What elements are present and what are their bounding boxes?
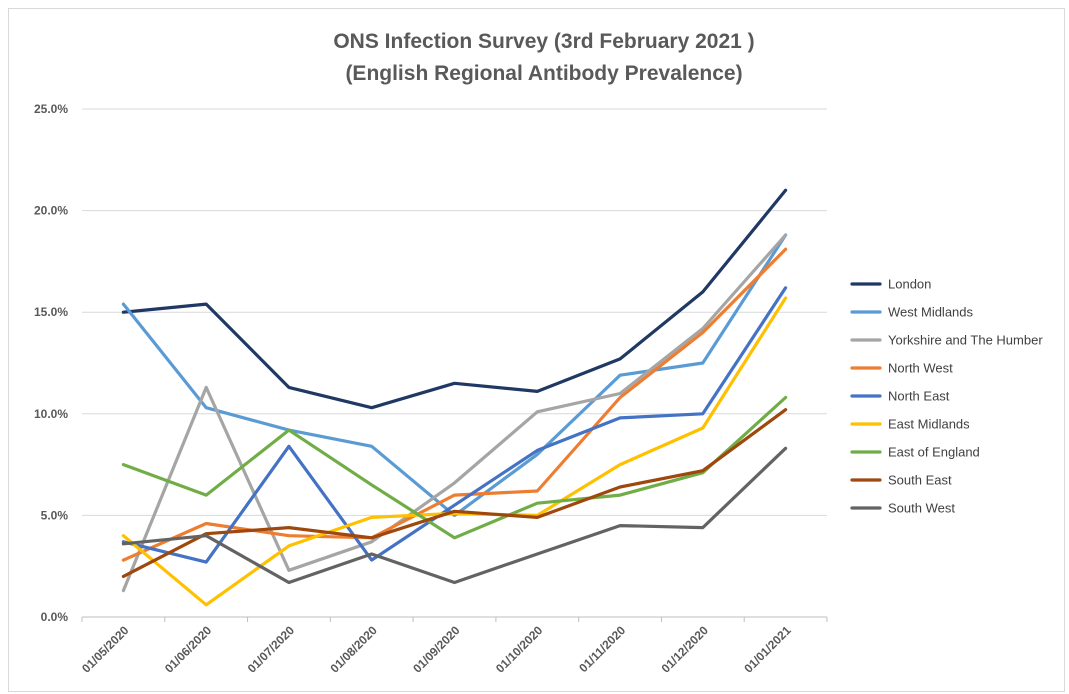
legend-item-london: London	[850, 277, 931, 292]
legend-item-south-east: South East	[850, 473, 952, 488]
legend-item-east-of-england: East of England	[850, 445, 980, 460]
series-line-south-west	[121, 446, 788, 585]
y-tick-label: 25.0%	[34, 102, 68, 116]
legend-label: East of England	[888, 445, 980, 460]
legend-label: East Midlands	[888, 417, 970, 432]
legend-item-south-west: South West	[850, 501, 955, 516]
legend-item-yorkshire-and-the-humber: Yorkshire and The Humber	[850, 333, 1043, 348]
y-tick-label: 0.0%	[41, 610, 69, 624]
legend-item-north-west: North West	[850, 361, 953, 376]
series-line-south-east	[121, 408, 788, 579]
series-line-north-east	[121, 286, 788, 564]
series-line-yorkshire-and-the-humber	[121, 233, 788, 593]
y-axis-ticks: 0.0% 5.0% 10.0% 15.0% 20.0% 25.0%	[34, 102, 68, 624]
x-axis-ticks: 01/05/2020 01/06/2020 01/07/2020 01/08/2020…	[79, 617, 828, 676]
x-tick-label: 01/05/2020	[79, 623, 132, 676]
legend-label: South East	[888, 473, 952, 488]
x-tick-label: 01/01/2021	[741, 623, 794, 676]
series-lines	[121, 188, 788, 607]
gridlines	[82, 108, 827, 618]
legend-item-east-midlands: East Midlands	[850, 417, 970, 432]
legend-label: Yorkshire and The Humber	[888, 333, 1043, 348]
chart-title-line-1: ONS Infection Survey (3rd February 2021 …	[333, 30, 754, 53]
x-tick-label: 01/08/2020	[327, 623, 380, 676]
x-tick-label: 01/09/2020	[410, 623, 463, 676]
x-tick-label: 01/06/2020	[162, 623, 215, 676]
legend: London West Midlands Yorkshire and The Hum…	[850, 277, 1043, 516]
series-line-east-midlands	[121, 296, 788, 607]
series-line-north-west	[121, 247, 788, 562]
chart-frame	[8, 8, 1065, 692]
series-line-east-of-england	[121, 395, 788, 540]
legend-label: North East	[888, 389, 950, 404]
x-tick-label: 01/10/2020	[493, 623, 546, 676]
legend-label: London	[888, 277, 931, 292]
legend-label: West Midlands	[888, 305, 974, 320]
legend-item-north-east: North East	[850, 389, 950, 404]
x-tick-label: 01/12/2020	[659, 623, 712, 676]
y-tick-label: 15.0%	[34, 305, 68, 319]
chart-title-line-2: (English Regional Antibody Prevalence)	[345, 62, 742, 85]
series-line-west-midlands	[121, 233, 788, 518]
legend-item-west-midlands: West Midlands	[850, 305, 974, 320]
y-tick-label: 5.0%	[41, 508, 69, 522]
series-line-london	[121, 188, 788, 410]
x-tick-label: 01/07/2020	[245, 623, 298, 676]
legend-label: North West	[888, 361, 953, 376]
y-tick-label: 20.0%	[34, 204, 68, 218]
y-tick-label: 10.0%	[34, 407, 68, 421]
x-tick-label: 01/11/2020	[576, 623, 628, 675]
legend-label: South West	[888, 501, 955, 516]
